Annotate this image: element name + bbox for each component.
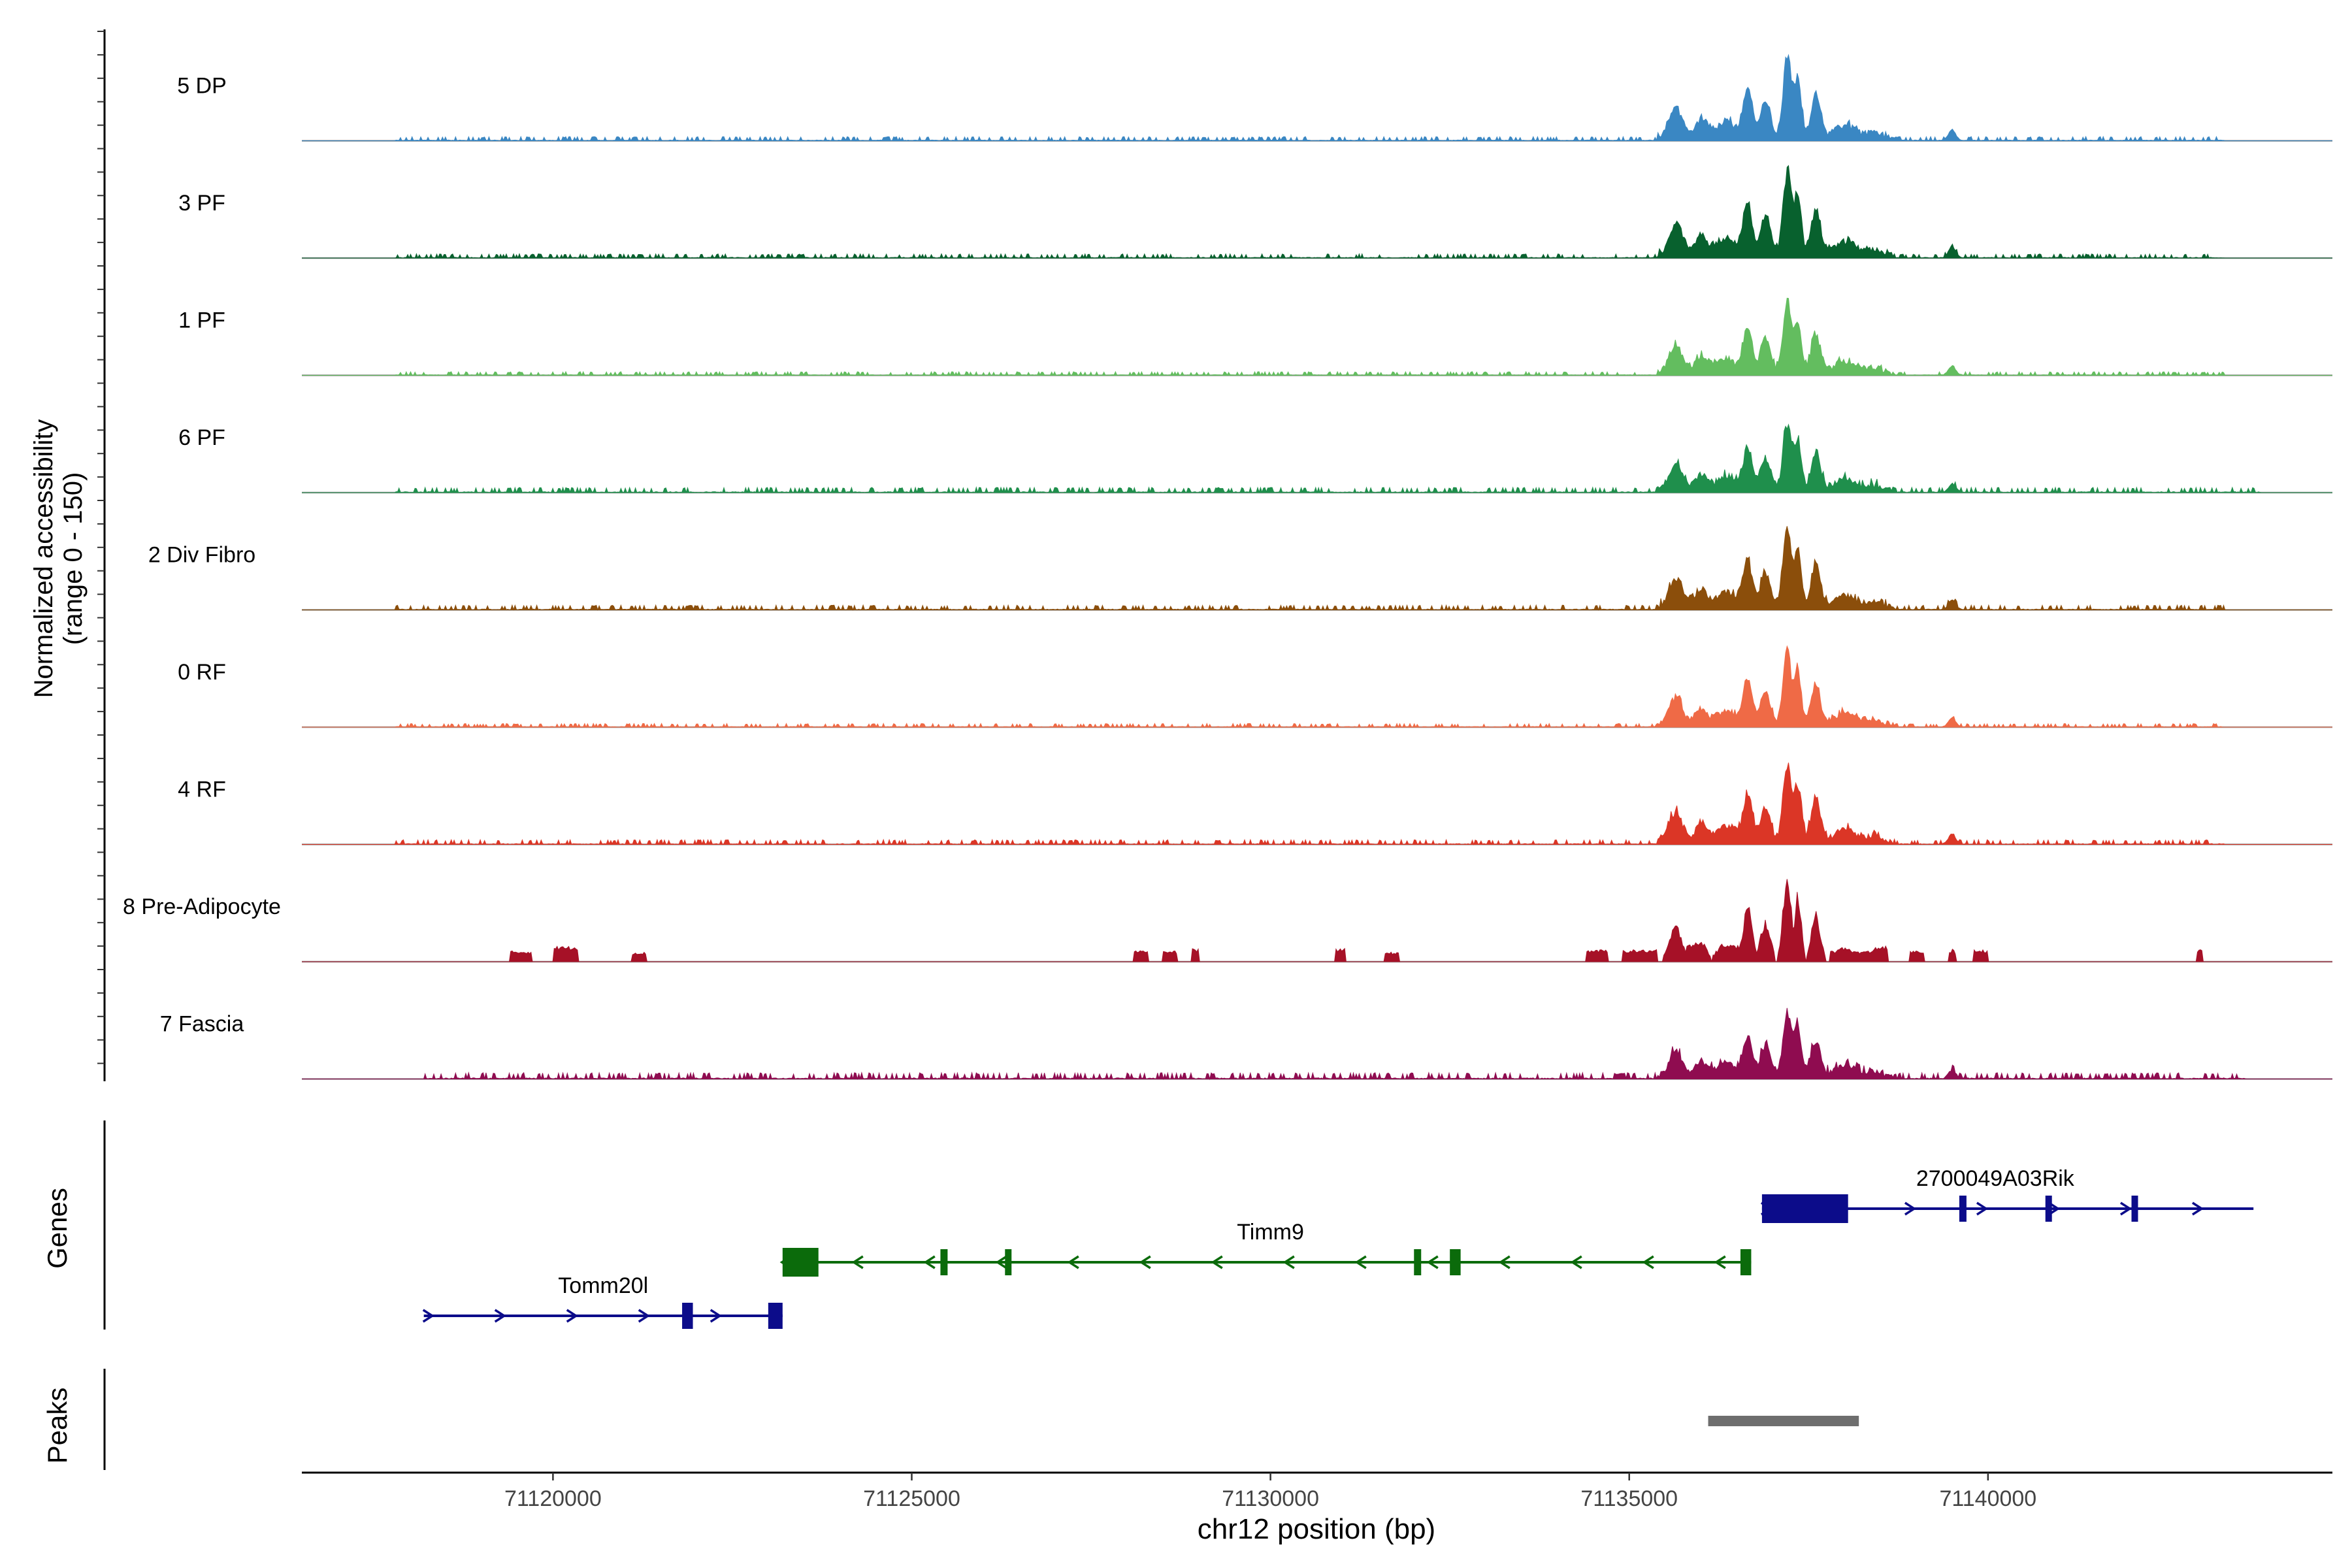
track-label: 5 DP: [177, 74, 227, 99]
coverage-area: [302, 526, 2332, 612]
x-axis-label: chr12 position (bp): [1198, 1513, 1435, 1545]
track-4-rf: 4 RF: [178, 762, 2332, 846]
gene-exon: [1414, 1249, 1422, 1275]
coverage-tracks: 5 DP 3 PF 1 PF 6 PF 2 Div Fibro 0 RF 4 RF 8 Pre…: [123, 54, 2332, 1081]
gene-exon: [1761, 1194, 1848, 1223]
track-label: 4 RF: [178, 777, 226, 802]
gene-strand-arrow: [2119, 1201, 2132, 1216]
y-axis-label: Normalized accessibility: [29, 419, 58, 698]
coverage-area: [302, 54, 2332, 142]
coverage-area: [302, 423, 2332, 494]
gene-label: 2700049A03Rik: [1916, 1166, 2075, 1191]
gene-strand-arrow: [1426, 1255, 1439, 1269]
track-label: 8 Pre-Adipocyte: [123, 894, 281, 919]
gene-exon: [1959, 1196, 1967, 1222]
peak-annotation-track: [1708, 1416, 1859, 1426]
gene-strand-arrow: [1714, 1255, 1726, 1269]
track-6-pf: 6 PF: [178, 423, 2332, 494]
gene-exon: [940, 1249, 948, 1275]
track-2-div-fibro: 2 Div Fibro: [148, 526, 2332, 612]
gene-strand-arrow: [638, 1309, 650, 1323]
track-label: 0 RF: [178, 660, 226, 685]
gene-exon: [1740, 1249, 1752, 1275]
gene-strand-arrow: [1067, 1255, 1079, 1269]
track-label: 1 PF: [178, 308, 225, 333]
track-5-dp: 5 DP: [177, 54, 2332, 142]
peak-region: [1708, 1416, 1859, 1426]
track-label: 2 Div Fibro: [148, 543, 255, 568]
coverage-area: [302, 762, 2332, 846]
y-axis-range-label: (range 0 - 150): [59, 472, 88, 645]
gene-exon: [2131, 1196, 2138, 1222]
coverage-area: [302, 297, 2332, 376]
coverage-area: [302, 645, 2332, 728]
gene-exon: [768, 1303, 783, 1329]
gene-exon: [2045, 1196, 2052, 1222]
gene-exon: [1005, 1249, 1012, 1275]
x-axis-ticks: 71120000 71125000 71130000 71135000 71140000: [504, 1473, 2036, 1511]
gene-exon: [782, 1248, 819, 1277]
gene-timm9: Timm9: [779, 1220, 1752, 1277]
gene-strand-arrow: [1354, 1255, 1367, 1269]
coverage-area: [302, 165, 2332, 259]
gene-strand-arrow: [995, 1255, 1007, 1269]
gene-tomm20l: Tomm20l: [422, 1273, 783, 1329]
gene-strand-arrow: [1282, 1255, 1295, 1269]
track-0-rf: 0 RF: [178, 645, 2332, 728]
x-axis-tick-label: 71130000: [1222, 1486, 1319, 1511]
gene-strand-arrow: [2191, 1201, 2204, 1216]
gene-annotation-track: Tomm20l Timm9 2700049A03Rik: [422, 1166, 2254, 1329]
gene-label: Timm9: [1237, 1220, 1304, 1245]
gene-strand-arrow: [851, 1255, 864, 1269]
gene-exon: [1450, 1249, 1461, 1275]
track-7-fascia: 7 Fascia: [160, 1007, 2332, 1081]
track-label: 3 PF: [178, 191, 225, 216]
x-axis-tick-label: 71120000: [504, 1486, 602, 1511]
gene-strand-arrow: [923, 1255, 936, 1269]
gene-strand-arrow: [1642, 1255, 1654, 1269]
gene-strand-arrow: [494, 1309, 506, 1323]
gene-strand-arrow: [1211, 1255, 1223, 1269]
x-axis-tick-label: 71125000: [863, 1486, 960, 1511]
gene-strand-arrow: [710, 1309, 722, 1323]
coverage-y-axis: [97, 29, 106, 1081]
track-label: 7 Fascia: [160, 1012, 244, 1037]
gene-strand-arrow: [1498, 1255, 1511, 1269]
track-1-pf: 1 PF: [178, 297, 2332, 376]
gene-exon: [682, 1303, 693, 1329]
gene-strand-arrow: [1139, 1255, 1151, 1269]
track-8-pre-adipocyte: 8 Pre-Adipocyte: [123, 879, 2332, 963]
gene-label: Tomm20l: [558, 1273, 648, 1298]
gene-strand-arrow: [1570, 1255, 1582, 1269]
peaks-panel-label: Peaks: [42, 1388, 73, 1464]
x-axis-tick-label: 71140000: [1939, 1486, 2036, 1511]
coverage-area: [302, 879, 2332, 962]
coverage-area: [302, 1007, 2332, 1081]
x-axis-tick-label: 71135000: [1580, 1486, 1678, 1511]
gene-strand-arrow: [422, 1309, 434, 1323]
track-label: 6 PF: [178, 425, 225, 450]
gene-strand-arrow: [1976, 1201, 1989, 1216]
genes-panel-label: Genes: [42, 1188, 73, 1269]
gene-strand-arrow: [1904, 1201, 1917, 1216]
gene-2700049a03rik: 2700049A03Rik: [1760, 1166, 2254, 1223]
track-3-pf: 3 PF: [178, 165, 2332, 259]
gene-strand-arrow: [566, 1309, 578, 1323]
